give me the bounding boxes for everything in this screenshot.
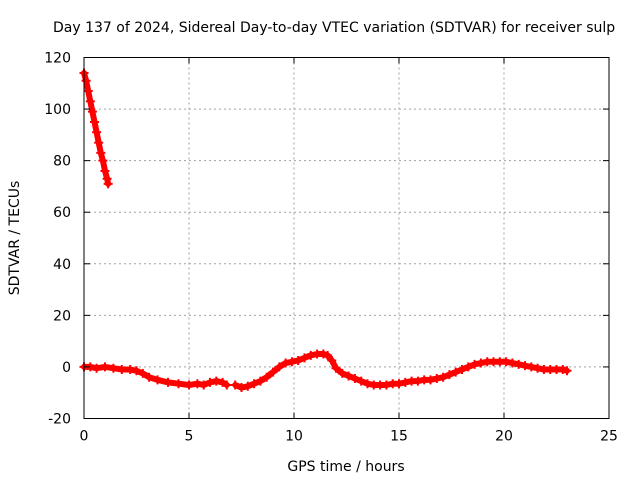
data-point — [558, 365, 568, 375]
x-tick-label: 15 — [390, 429, 408, 445]
data-point — [144, 372, 154, 382]
data-point — [81, 76, 91, 86]
x-axis-label: GPS time / hours — [287, 459, 404, 475]
data-point — [199, 380, 209, 390]
plot-frame — [83, 57, 610, 419]
data-point — [533, 363, 543, 373]
data-point — [323, 350, 333, 360]
data-point — [413, 376, 423, 386]
data-point — [350, 374, 360, 384]
data-series — [79, 68, 572, 393]
data-point — [83, 86, 93, 96]
data-point — [514, 359, 524, 369]
axis-ticks: 0 5 10 15 20 25 -20 0 20 40 60 80 100 120 — [44, 51, 618, 445]
data-point — [287, 357, 297, 367]
data-point — [356, 376, 366, 386]
data-point — [268, 367, 278, 377]
data-point — [230, 380, 240, 390]
data-point — [100, 362, 110, 372]
data-point — [87, 107, 97, 117]
data-point — [94, 138, 104, 148]
data-point — [192, 379, 202, 389]
x-tick-label: 5 — [185, 429, 194, 445]
y-tick-label: 20 — [53, 308, 71, 324]
data-point — [327, 355, 337, 365]
data-point — [562, 366, 572, 376]
x-tick-label: 10 — [285, 429, 303, 445]
y-tick-label: 0 — [62, 360, 71, 376]
data-point — [205, 377, 215, 387]
data-point — [331, 363, 341, 373]
data-point — [92, 127, 102, 137]
x-tick-label: 0 — [80, 429, 89, 445]
data-point — [102, 174, 112, 184]
data-point — [243, 381, 253, 391]
data-point — [476, 358, 486, 368]
data-point — [255, 376, 265, 386]
data-point — [138, 368, 148, 378]
data-point — [184, 380, 194, 390]
data-point — [281, 358, 291, 368]
data-point — [153, 375, 162, 385]
data-point — [85, 96, 95, 106]
y-tick-label: 60 — [53, 205, 71, 221]
data-point — [344, 371, 354, 381]
data-point — [103, 179, 113, 189]
data-point — [438, 372, 448, 382]
data-point — [174, 379, 183, 389]
data-point — [98, 156, 108, 166]
data-point — [249, 379, 259, 389]
data-point — [90, 117, 99, 127]
data-point — [501, 357, 511, 367]
data-point — [470, 359, 480, 369]
data-point — [394, 379, 404, 389]
data-point — [125, 365, 135, 375]
x-tick-label: 20 — [495, 429, 513, 445]
chart-title: Day 137 of 2024, Sidereal Day-to-day VTE… — [53, 20, 615, 36]
data-point — [463, 362, 473, 372]
data-point — [100, 166, 110, 176]
data-point — [400, 377, 410, 387]
data-point — [426, 375, 435, 385]
data-point — [300, 353, 309, 363]
y-axis-label: SDTVAR / TECUs — [7, 181, 23, 296]
data-point — [306, 350, 316, 360]
data-point — [211, 376, 221, 386]
data-point — [132, 366, 141, 376]
data-point — [96, 148, 106, 158]
data-point — [432, 374, 442, 384]
data-point — [117, 365, 127, 375]
data-point — [237, 383, 246, 393]
data-point — [222, 380, 232, 390]
data-point — [363, 379, 372, 389]
y-tick-label: 80 — [53, 154, 71, 170]
data-point — [163, 377, 173, 387]
data-point — [108, 363, 118, 373]
y-tick-label: 40 — [53, 257, 71, 273]
data-point — [520, 361, 530, 371]
data-point — [381, 380, 391, 390]
data-point — [526, 362, 536, 372]
data-point — [457, 365, 467, 375]
data-point — [262, 372, 272, 382]
data-point — [293, 355, 303, 365]
data-point — [444, 370, 454, 380]
y-tick-label: -20 — [48, 412, 71, 428]
data-point — [318, 349, 328, 359]
x-tick-label: 25 — [600, 429, 618, 445]
y-tick-label: 100 — [44, 102, 71, 118]
data-point — [337, 368, 347, 378]
data-point — [507, 358, 517, 368]
y-tick-label: 120 — [44, 51, 71, 67]
data-point — [92, 363, 102, 373]
data-point — [451, 367, 461, 377]
data-point — [274, 362, 284, 372]
